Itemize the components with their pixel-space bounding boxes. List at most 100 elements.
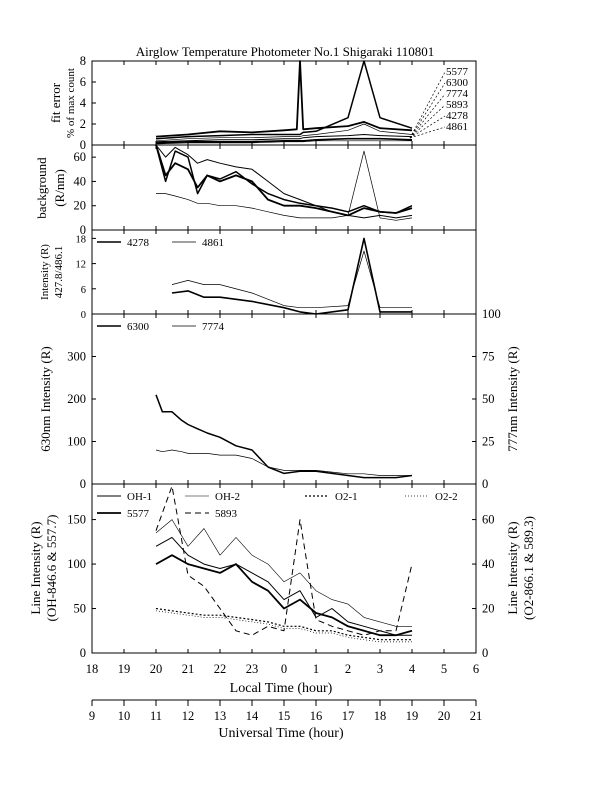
panel-frame-oxygen <box>91 313 477 485</box>
universal-time-tick-label: 13 <box>214 709 227 723</box>
channel-leader-7774 <box>409 93 446 139</box>
panel-frame-lines <box>91 483 477 654</box>
figure-title: Airglow Temperature Photometer No.1 Shig… <box>136 44 435 59</box>
series-6300-panel4 <box>155 394 413 479</box>
universal-time-tick-label: 9 <box>89 709 95 723</box>
y-tick-label: 20 <box>482 602 495 616</box>
legend-7774: 7774 <box>202 321 225 333</box>
local-time-tick-label: 3 <box>377 662 383 676</box>
y-tick-label: 2 <box>80 117 86 131</box>
y-tick-label: 50 <box>74 602 87 616</box>
local-time-tick-label: 20 <box>150 662 163 676</box>
channel-label-4861: 4861 <box>446 121 468 133</box>
y-tick-label: 0 <box>482 477 488 491</box>
y-tick-label: 0 <box>80 477 86 491</box>
series-5893-panel1 <box>155 134 413 143</box>
local-time-tick-label: 2 <box>345 662 351 676</box>
legend-o2-2: O2-2 <box>435 491 458 503</box>
y-tick-label: 12 <box>76 260 87 271</box>
legend-4861: 4861 <box>202 237 224 249</box>
y-tick-label: 0 <box>80 138 86 152</box>
y-tick-label: 0 <box>80 646 86 660</box>
y-tick-label: 75 <box>482 350 495 364</box>
y-tick-label: 60 <box>74 150 87 164</box>
y-tick-label: 150 <box>67 513 86 527</box>
y-tick-label: 40 <box>74 174 87 188</box>
y-tick-label: 0 <box>482 646 488 660</box>
universal-time-tick-label: 14 <box>246 709 259 723</box>
local-time-tick-label: 6 <box>473 662 479 676</box>
series-4861-panel3 <box>171 250 412 309</box>
local-time-tick-label: 1 <box>313 662 319 676</box>
intensity-small-ylabel-unit: 427.8/486.1 <box>53 246 65 299</box>
local-time-tick-label: 18 <box>86 662 99 676</box>
channel-label-4278: 4278 <box>446 110 469 122</box>
universal-time-tick-label: 21 <box>470 709 483 723</box>
oxygen-ylabel-left: 630nm Intensity (R) <box>38 346 53 451</box>
chart-series <box>155 60 413 643</box>
y-tick-label: 100 <box>67 557 86 571</box>
channel-label-7774: 7774 <box>446 88 469 100</box>
axis-labels: fit error% of max count background (R/nm) I… <box>28 68 536 621</box>
universal-time-tick-label: 20 <box>438 709 451 723</box>
local-time-tick-label: 19 <box>118 662 131 676</box>
legend-oh-1: OH-1 <box>127 491 152 503</box>
channel-leader-6300 <box>409 82 446 139</box>
series-oh-2-panel5 <box>155 519 412 627</box>
series-4278-panel3 <box>171 237 412 315</box>
series-7774-panel2 <box>156 150 413 221</box>
local-time-tick-label: 4 <box>409 662 416 676</box>
panel-frame-intensity_small <box>91 229 477 315</box>
universal-time-tick-label: 18 <box>374 709 387 723</box>
local-time-axis-label: Local Time (hour) <box>230 681 333 696</box>
series-6300-panel1 <box>155 60 413 140</box>
y-tick-label: 6 <box>80 75 86 89</box>
legend-o2-1: O2-1 <box>335 491 358 503</box>
legend-6300: 6300 <box>127 321 150 333</box>
universal-time-tick-label: 10 <box>118 709 131 723</box>
channel-leader-5577 <box>409 71 446 139</box>
background-ylabel-unit: (R/nm) <box>52 169 67 207</box>
series-5577-panel5 <box>155 554 413 637</box>
series-4278-panel1 <box>155 137 413 144</box>
series-5577-panel2 <box>155 144 413 217</box>
local-time-tick-label: 21 <box>182 662 195 676</box>
series-5893-panel5 <box>155 485 413 636</box>
local-time-tick-label: 23 <box>246 662 259 676</box>
channel-label-5577: 5577 <box>446 66 469 78</box>
y-tick-label: 50 <box>482 392 495 406</box>
lines-ylabel-right-unit: (O2-866.1 & 589.3) <box>521 516 536 620</box>
legend-oh-2: OH-2 <box>215 491 240 503</box>
y-tick-label: 6 <box>81 285 86 296</box>
channel-label-6300: 6300 <box>446 77 469 89</box>
local-time-tick-label: 22 <box>214 662 227 676</box>
fit-error-ylabel-unit: % of max count <box>65 68 77 138</box>
y-tick-label: 18 <box>76 234 87 245</box>
lines-ylabel-right: Line Intensity (R) <box>505 521 520 614</box>
y-tick-label: 200 <box>67 392 86 406</box>
y-tick-label: 0 <box>80 223 86 237</box>
oxygen-ylabel-right: 777nm Intensity (R) <box>505 346 520 451</box>
channel-leader-4278 <box>409 115 446 139</box>
universal-time-tick-label: 11 <box>150 709 162 723</box>
series-7774-panel4 <box>155 449 412 476</box>
panel-frames <box>91 60 477 654</box>
series-7774-panel1 <box>155 123 413 142</box>
lines-ylabel-left-unit: (OH-846.6 & 557.7) <box>44 515 59 622</box>
universal-time-axis-label: Universal Time (hour) <box>218 726 344 741</box>
universal-time-tick-label: 15 <box>278 709 291 723</box>
y-tick-label: 100 <box>482 307 501 321</box>
series-oh-1-panel5 <box>155 536 412 636</box>
y-tick-label: 60 <box>482 513 495 527</box>
intensity-small-ylabel: Intensity (R) <box>39 244 51 300</box>
legend-5577: 5577 <box>127 508 150 520</box>
universal-time-tick-label: 19 <box>406 709 419 723</box>
series-6300-panel2 <box>155 144 413 214</box>
legend-5893: 5893 <box>215 508 238 520</box>
local-time-tick-label: 5 <box>441 662 447 676</box>
channel-leader-4861 <box>409 126 446 139</box>
y-tick-label: 0 <box>81 310 86 321</box>
